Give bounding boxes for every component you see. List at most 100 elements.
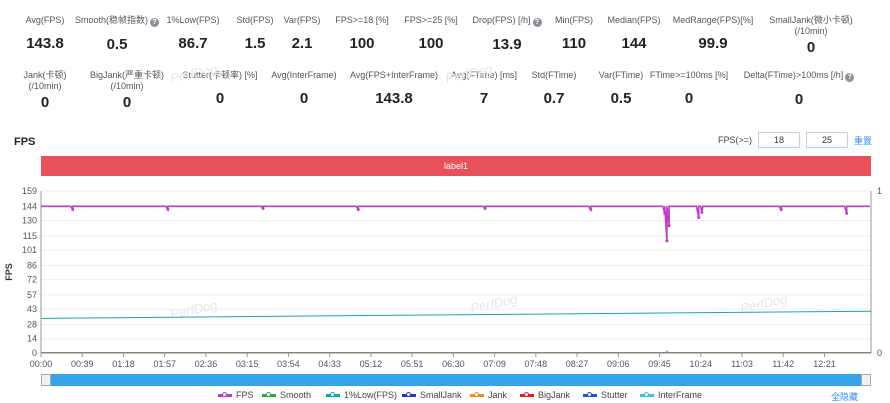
- y-tick-label: 72: [27, 275, 37, 285]
- x-tick-label: 11:42: [772, 359, 794, 369]
- time-range-scrollbar[interactable]: [41, 374, 871, 386]
- legend-item-smooth[interactable]: Smooth: [262, 390, 311, 400]
- stat-value: 0.5: [610, 90, 632, 107]
- y-tick-label: 28: [27, 319, 37, 329]
- fps-dip-point: [667, 224, 671, 228]
- stat-item: FPS>=25 [%] 100: [371, 15, 491, 52]
- stat-label: Std(FPS): [195, 15, 315, 26]
- stat-value: 100: [349, 35, 375, 52]
- stat-value: 0: [215, 90, 225, 107]
- legend-label: InterFrame: [658, 390, 703, 400]
- stat-item: Var(FTime) 0.5: [561, 70, 681, 107]
- stat-item: 1%Low(FPS) 86.7: [133, 15, 253, 52]
- stat-item: Var(FPS) 2.1: [242, 15, 362, 52]
- fps-dip-point: [356, 207, 360, 211]
- fps-dip-point: [779, 207, 783, 211]
- stat-item: FTime>=100ms [%] 0: [629, 70, 749, 107]
- stat-item: Smooth(稳帧指数)? 0.5: [57, 15, 177, 53]
- legend-item-smalljank[interactable]: SmallJank: [402, 390, 462, 400]
- stat-value: 0: [40, 94, 50, 111]
- fps-threshold-input-1[interactable]: [757, 132, 800, 148]
- stat-label-text: Avg(InterFrame): [271, 70, 337, 80]
- stat-label-text: FPS>=25 [%]: [404, 15, 458, 25]
- help-icon[interactable]: ?: [150, 18, 159, 27]
- x-tick-label: 03:54: [277, 359, 300, 369]
- stat-label-text: Min(FPS): [555, 15, 593, 25]
- fps-dip-point: [845, 211, 849, 215]
- stat-item: MedRange(FPS)[%] 99.9: [653, 15, 773, 52]
- stat-label-text: Avg(FPS): [25, 15, 65, 25]
- stat-value: 100: [418, 35, 444, 52]
- x-tick-label: 02:36: [195, 359, 218, 369]
- hide-all-button[interactable]: 全隐藏: [830, 392, 858, 402]
- legend-swatch: [640, 391, 654, 397]
- stat-item: Std(FTime) 0.7: [494, 70, 614, 107]
- x-tick-label: 01:57: [153, 359, 176, 369]
- stat-label-text: 1%Low(FPS): [166, 15, 220, 25]
- stat-label-text: MedRange(FPS)[%]: [672, 15, 754, 25]
- y-tick-label: 57: [27, 290, 37, 300]
- legend-item-stutter[interactable]: Stutter: [583, 390, 628, 400]
- fps-chart[interactable]: 0 14 28 43 57 72 86 101 115 130 144 159 0 1 FPS 00:00 00…: [0, 180, 890, 375]
- stat-label-text: FTime>=100ms [%]: [649, 70, 729, 80]
- stat-label-text: Jank(卡顿): [23, 70, 67, 80]
- reset-button[interactable]: 重置: [853, 135, 872, 146]
- y-tick-label: 86: [27, 260, 37, 270]
- stat-label: Avg(FTime) [ms]: [424, 70, 544, 81]
- stat-value: 13.9: [492, 36, 522, 53]
- fps-threshold-input-2[interactable]: [805, 132, 848, 148]
- x-tick-label: 04:33: [318, 359, 341, 369]
- stat-value: 0: [299, 90, 309, 107]
- x-tick-label: 10:24: [690, 359, 713, 369]
- stat-label: Var(FTime): [561, 70, 681, 81]
- stat-item: FPS>=18 [%] 100: [302, 15, 422, 52]
- fps-threshold-label: FPS(>=): [717, 135, 752, 145]
- fps-threshold-controls: FPS(>=) 重置: [718, 132, 872, 148]
- stat-value: 110: [561, 35, 587, 52]
- stat-item: Avg(InterFrame) 0: [244, 70, 364, 107]
- stat-value: 86.7: [178, 35, 208, 52]
- stat-label-unit: (/10min): [28, 81, 62, 91]
- stat-label-text: Std(FPS): [236, 15, 274, 25]
- stat-label-text: Std(FTime): [531, 70, 577, 80]
- fps-dip-point: [589, 207, 593, 211]
- stat-label-text: Stutter(卡顿率) [%]: [182, 70, 258, 80]
- stat-label: Delta(FTime)>100ms [/h]?: [739, 70, 859, 82]
- legend-label: 1%Low(FPS): [344, 390, 398, 400]
- stat-label: 1%Low(FPS): [133, 15, 253, 26]
- legend-item-jank[interactable]: Jank: [470, 390, 507, 400]
- stat-label-text: Var(FPS): [283, 15, 321, 25]
- legend-item-bigjank[interactable]: BigJank: [520, 390, 570, 400]
- stat-label: Drop(FPS) [/h]?: [447, 15, 567, 27]
- stat-label: Std(FTime): [494, 70, 614, 81]
- legend-item-interframe[interactable]: InterFrame: [640, 390, 702, 400]
- scrollbar-left-handle[interactable]: [41, 374, 51, 386]
- legend-label: Jank: [488, 390, 508, 400]
- stat-value: 2.1: [291, 35, 313, 52]
- fps-dip-point: [697, 215, 701, 219]
- stat-value: 0.7: [543, 90, 565, 107]
- legend-swatch: [470, 391, 484, 397]
- help-icon[interactable]: ?: [845, 73, 855, 82]
- stat-label-text: Median(FPS): [607, 15, 661, 25]
- legend-item-fps[interactable]: FPS: [218, 390, 254, 400]
- stat-item: Delta(FTime)>100ms [/h]? 0: [739, 70, 859, 108]
- stat-label: FPS>=18 [%]: [302, 15, 422, 26]
- help-icon[interactable]: ?: [532, 18, 542, 27]
- section-title: FPS: [14, 136, 36, 148]
- legend-item-low1[interactable]: 1%Low(FPS): [326, 390, 397, 400]
- stat-item: BigJank(严重卡顿) (/10min) 0: [67, 70, 187, 111]
- stat-label-text: Avg(FTime) [ms]: [450, 70, 517, 80]
- x-tick-label: 01:18: [112, 359, 135, 369]
- stat-label-text: Delta(FTime)>100ms [/h]: [743, 70, 844, 80]
- scrollbar-right-handle[interactable]: [861, 374, 871, 386]
- series-line-fps: [41, 205, 870, 241]
- label-bar[interactable]: label1: [41, 156, 871, 176]
- y-tick-label: 144: [22, 201, 37, 211]
- stat-label: FPS>=25 [%]: [371, 15, 491, 26]
- x-tick-label: 06:30: [442, 359, 465, 369]
- x-tick-label: 00:00: [30, 359, 53, 369]
- y-tick-label: 14: [27, 334, 37, 344]
- stat-label: Var(FPS): [242, 15, 362, 26]
- stat-value: 7: [479, 90, 489, 107]
